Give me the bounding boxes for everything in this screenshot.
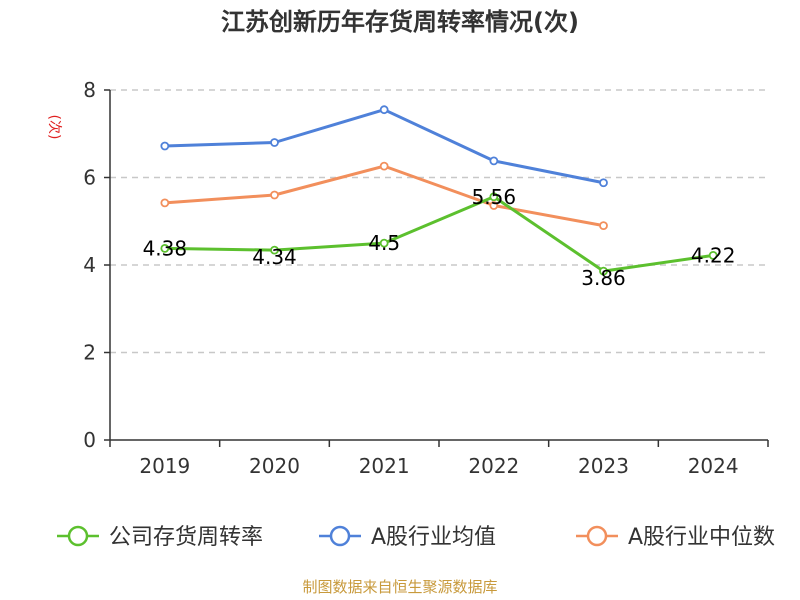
y-tick-label: 8 <box>83 78 96 102</box>
data-point <box>160 243 170 253</box>
data-point <box>160 198 170 208</box>
data-point <box>270 190 279 200</box>
legend-label: A股行业中位数 <box>628 525 775 550</box>
x-tick-label: 2019 <box>139 454 190 478</box>
data-point <box>599 266 608 276</box>
data-point <box>160 141 170 151</box>
series-line-2 <box>164 164 604 228</box>
data-labels: 4.38 4.34 4.5 5.56 3.86 4.22 <box>143 185 736 290</box>
y-tick-labels: 0 2 4 6 8 <box>83 78 96 452</box>
x-tick-label: 2022 <box>468 454 519 478</box>
data-point <box>599 221 608 231</box>
data-label: 5.56 <box>472 185 517 209</box>
data-point <box>379 161 389 171</box>
y-tick-label: 4 <box>83 253 96 277</box>
x-tick-label: 2021 <box>359 454 410 478</box>
series-line-1 <box>164 108 604 185</box>
axes <box>104 89 769 447</box>
source-note: 制图数据来自恒生聚源数据库 <box>302 578 497 596</box>
y-tick-label: 0 <box>83 428 96 452</box>
data-point <box>379 238 389 248</box>
data-label: 4.5 <box>368 231 400 255</box>
legend-marker <box>67 525 89 547</box>
x-tick-label: 2024 <box>688 454 739 478</box>
legend-label: A股行业均值 <box>371 525 496 550</box>
data-label: 3.86 <box>581 266 626 290</box>
data-label: 4.38 <box>143 236 188 260</box>
y-tick-label: 6 <box>83 166 96 190</box>
data-point <box>379 105 389 115</box>
x-tick-labels: 2019 2020 2021 2022 2023 2024 <box>139 454 738 478</box>
data-point <box>489 156 499 166</box>
x-tick-label: 2020 <box>249 454 300 478</box>
data-label: 4.34 <box>252 245 297 269</box>
data-point <box>708 250 718 260</box>
data-point <box>489 201 499 210</box>
data-point <box>270 138 279 147</box>
data-point <box>489 192 499 202</box>
x-tick-label: 2023 <box>578 454 629 478</box>
chart-title: 江苏创新历年存货周转率情况(次) <box>221 8 579 36</box>
legend-marker <box>329 525 351 547</box>
legend: 公司存货周转率 A股行业均值 A股行业中位数 <box>57 525 775 550</box>
data-point <box>270 245 279 255</box>
data-label: 4.22 <box>691 243 736 267</box>
y-tick-label: 2 <box>83 341 96 365</box>
legend-marker <box>586 525 608 547</box>
y-axis-label: (次) <box>46 115 62 140</box>
series-group <box>160 105 718 276</box>
series-line-0 <box>164 195 714 273</box>
legend-label: 公司存货周转率 <box>109 525 263 550</box>
data-point <box>599 178 608 188</box>
